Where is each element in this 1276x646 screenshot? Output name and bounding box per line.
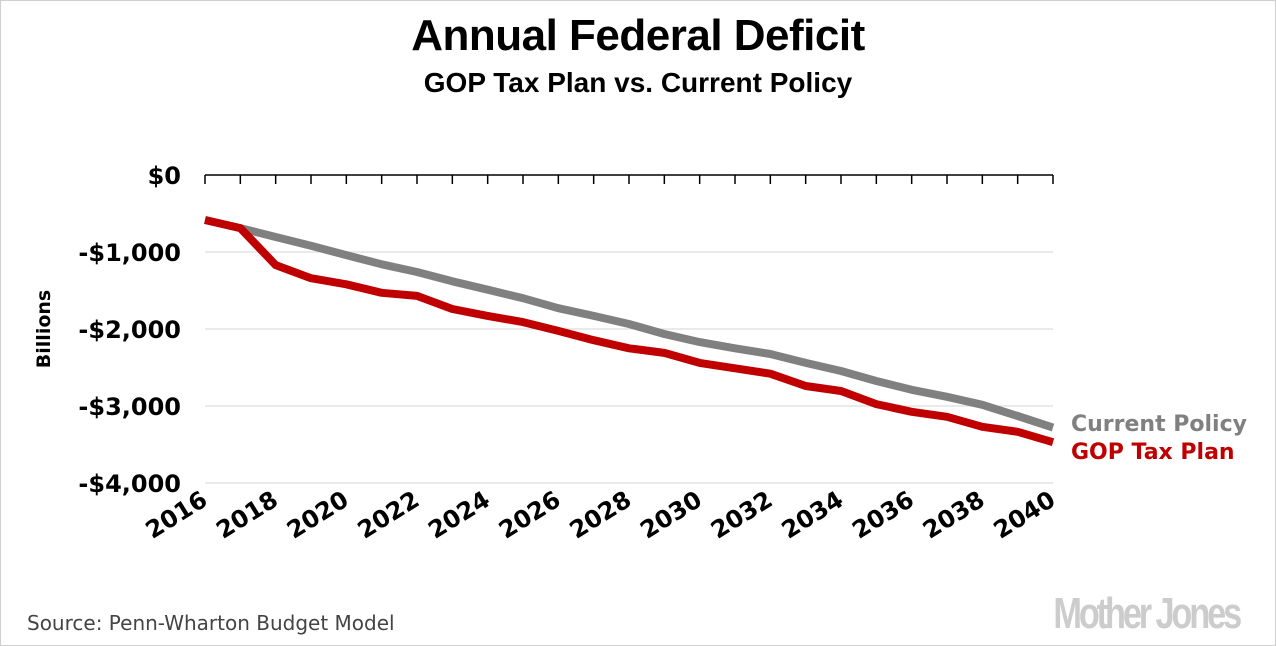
y-tick-label: -$2,000 xyxy=(78,316,181,344)
chart-subtitle: GOP Tax Plan vs. Current Policy xyxy=(423,67,853,98)
y-tick-label: $0 xyxy=(148,162,181,190)
legend-label: GOP Tax Plan xyxy=(1071,440,1235,465)
x-tick-label: 2034 xyxy=(777,485,848,544)
series-lines xyxy=(204,216,1055,447)
x-tick-label: 2030 xyxy=(635,485,706,544)
series-line-gop-tax-plan xyxy=(204,216,1055,447)
x-tick-label: 2038 xyxy=(918,485,989,544)
x-axis-tick-labels: 2016 2018 2020 2022 2024 2026 2028 2030 2032 2034… xyxy=(141,485,1060,544)
x-tick-label: 2036 xyxy=(847,485,918,544)
series-line-current-policy xyxy=(204,216,1055,432)
x-tick-label: 2028 xyxy=(565,485,636,544)
y-tick-label: -$1,000 xyxy=(78,239,181,267)
mother-jones-logo: Mother Jones xyxy=(1053,589,1242,638)
x-tick-label: 2026 xyxy=(494,485,565,544)
x-tick-label: 2024 xyxy=(423,485,494,544)
chart-title: Annual Federal Deficit xyxy=(411,11,865,60)
source-note: Source: Penn-Wharton Budget Model xyxy=(27,611,395,635)
gridlines xyxy=(205,251,1053,484)
y-axis-tick-labels: $0 -$1,000 -$2,000 -$3,000 -$4,000 xyxy=(78,162,181,498)
legend-label: Current Policy xyxy=(1071,412,1247,437)
legend: Current Policy GOP Tax Plan xyxy=(1071,412,1247,465)
y-axis-title: Billions xyxy=(33,290,55,368)
x-tick-label: 2018 xyxy=(211,485,282,544)
y-tick-label: -$4,000 xyxy=(78,470,181,498)
x-tick-label: 2032 xyxy=(706,485,777,544)
x-axis xyxy=(204,174,1054,184)
x-tick-label: 2040 xyxy=(989,485,1060,544)
x-tick-label: 2020 xyxy=(282,485,353,544)
x-tick-label: 2022 xyxy=(353,485,424,544)
y-tick-label: -$3,000 xyxy=(78,393,181,421)
